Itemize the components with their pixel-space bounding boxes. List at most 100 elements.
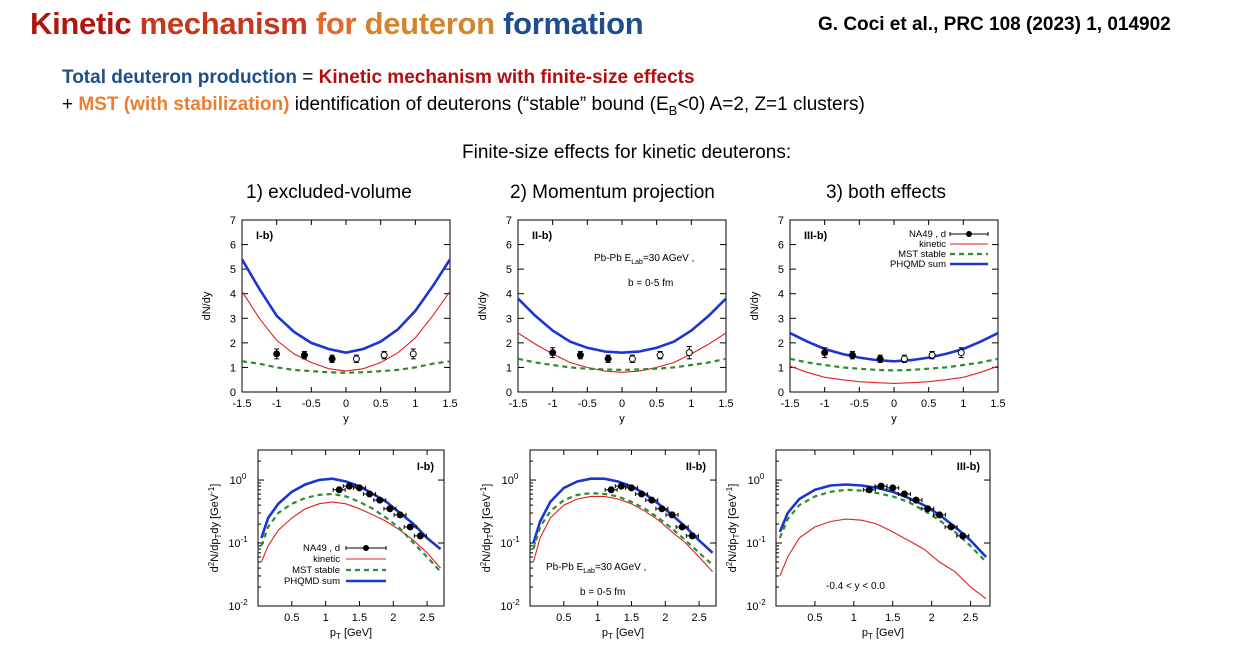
data-point: [947, 523, 955, 531]
tick-label: 2: [230, 338, 236, 350]
annotation-impact: b = 0-5 fm: [580, 587, 625, 598]
tick-label: -0.5: [578, 398, 597, 410]
series-line-mst: [242, 360, 450, 374]
data-point: [957, 349, 965, 357]
tick-label: -1: [548, 398, 558, 410]
data-point: [396, 511, 404, 519]
slide-title: Kinetic mechanism for deuteron formation: [30, 6, 644, 42]
tick-label: 0: [506, 387, 512, 399]
legend-label-phqmd: PHQMD sum: [284, 576, 340, 587]
panel-label: III-b): [804, 230, 828, 242]
column-heading-excluded-volume: 1) excluded-volume: [246, 182, 412, 203]
tick-label: 0: [891, 398, 897, 410]
tick-label: 2: [662, 612, 668, 624]
tick-label: 1: [595, 612, 601, 624]
series-line-phqmd: [260, 477, 442, 551]
tick-label: 10-1: [500, 535, 520, 550]
tick-label: 10-1: [746, 535, 766, 550]
tick-label: 100: [502, 472, 519, 487]
data-point: [352, 355, 360, 363]
tick-label: 0.5: [556, 612, 571, 624]
data-point: [604, 355, 612, 363]
tick-label: 6: [230, 240, 236, 252]
tick-label: 3: [230, 313, 236, 325]
data-point: [685, 349, 693, 357]
tick-label: 1: [506, 362, 512, 374]
y-axis-label: dN/dy: [477, 291, 489, 320]
x-axis-label: y: [891, 413, 897, 425]
column-heading-momentum-projection: 2) Momentum projection: [510, 182, 715, 203]
data-point: [648, 496, 656, 504]
legend-label-na49: NA49 , d: [303, 543, 340, 554]
tick-label: 4: [506, 289, 512, 301]
chart-dndy-excluded-volume: -1.5 -1 -0.5 0 0.5 1 1.5 0 1 2 3 4 5 6 7 y dN/dy I-b): [201, 215, 458, 425]
tick-label: 2: [390, 612, 396, 624]
annotation-system: Pb-Pb ELab=30 AGeV ,: [594, 253, 694, 266]
data-point: [959, 532, 967, 540]
tick-label: 0: [343, 398, 349, 410]
tick-label: 10-1: [228, 535, 248, 550]
plot-frame: [789, 219, 999, 393]
data-point: [900, 355, 908, 363]
title-word: Kinetic: [30, 6, 132, 41]
legend-label-kinetic: kinetic: [919, 239, 946, 250]
data-point: [273, 350, 281, 358]
chart-dndy-momentum-projection: -1.5 -1 -0.5 0 0.5 1 1.5 0 1 2 3 4 5 6 7 y dN/dy II-b) Pb-…: [477, 215, 734, 425]
data-point: [607, 486, 615, 494]
plot-frame: [517, 219, 727, 393]
data-point: [928, 351, 936, 359]
tick-label: 0.5: [649, 398, 664, 410]
summary-line-2: + MST (with stabilization) identificatio…: [62, 94, 865, 118]
tick-label: -1: [272, 398, 282, 410]
y-axis-label: d2N/dpTdy [GeV-1]: [479, 484, 495, 573]
tick-label: 0: [230, 387, 236, 399]
tick-label: 1: [688, 398, 694, 410]
data-point: [376, 496, 384, 504]
tick-label: 5: [778, 264, 784, 276]
tick-label: 1: [778, 362, 784, 374]
title-word: deuteron: [364, 6, 496, 41]
tick-label: 5: [230, 264, 236, 276]
y-axis-label: dN/dy: [749, 291, 761, 320]
tick-label: 3: [778, 313, 784, 325]
data-point: [889, 484, 897, 492]
tick-label: 0.5: [373, 398, 388, 410]
y-axis-label: dN/dy: [201, 291, 213, 320]
column-heading-both-effects: 3) both effects: [826, 182, 947, 203]
series-line-kinetic: [779, 518, 987, 600]
tick-label: -1.5: [509, 398, 528, 410]
data-point: [549, 349, 557, 357]
tick-label: 2: [506, 338, 512, 350]
data-point: [678, 523, 686, 531]
data-point: [935, 511, 943, 519]
tick-label: 3: [506, 313, 512, 325]
title-word: for: [315, 6, 357, 41]
series-line-kinetic: [790, 365, 998, 384]
chart-pt-momentum-projection: 0.5 1 1.5 2 2.5 10-2 10-1 100 pT [GeV] d2N/dpTdy …: [479, 449, 717, 641]
data-point: [912, 496, 920, 504]
series-line-kinetic: [260, 501, 442, 569]
data-point: [848, 351, 856, 359]
series-line-phqmd: [790, 331, 998, 363]
tick-label: 1: [851, 612, 857, 624]
tick-label: 2.5: [963, 612, 978, 624]
series-line-phqmd: [518, 297, 726, 355]
panel-label: II-b): [686, 461, 706, 473]
series-line-kinetic: [532, 495, 714, 573]
data-point: [345, 482, 353, 490]
data-point: [876, 355, 884, 363]
panel-label: I-b): [417, 461, 434, 473]
legend-marker: [363, 545, 369, 551]
tick-label: 6: [506, 240, 512, 252]
data-point: [386, 505, 394, 513]
x-axis-label: pT [GeV]: [330, 627, 372, 641]
legend-marker: [966, 231, 972, 237]
data-point: [900, 490, 908, 498]
series-line-mst: [518, 357, 726, 372]
x-axis-label: y: [619, 413, 625, 425]
annotation-system: Pb-Pb ELab=30 AGeV ,: [546, 562, 646, 575]
tick-label: 2.5: [691, 612, 706, 624]
section-subtitle: Finite-size effects for kinetic deuteron…: [462, 142, 792, 163]
x-axis-label: y: [343, 413, 349, 425]
data-point: [380, 351, 388, 359]
